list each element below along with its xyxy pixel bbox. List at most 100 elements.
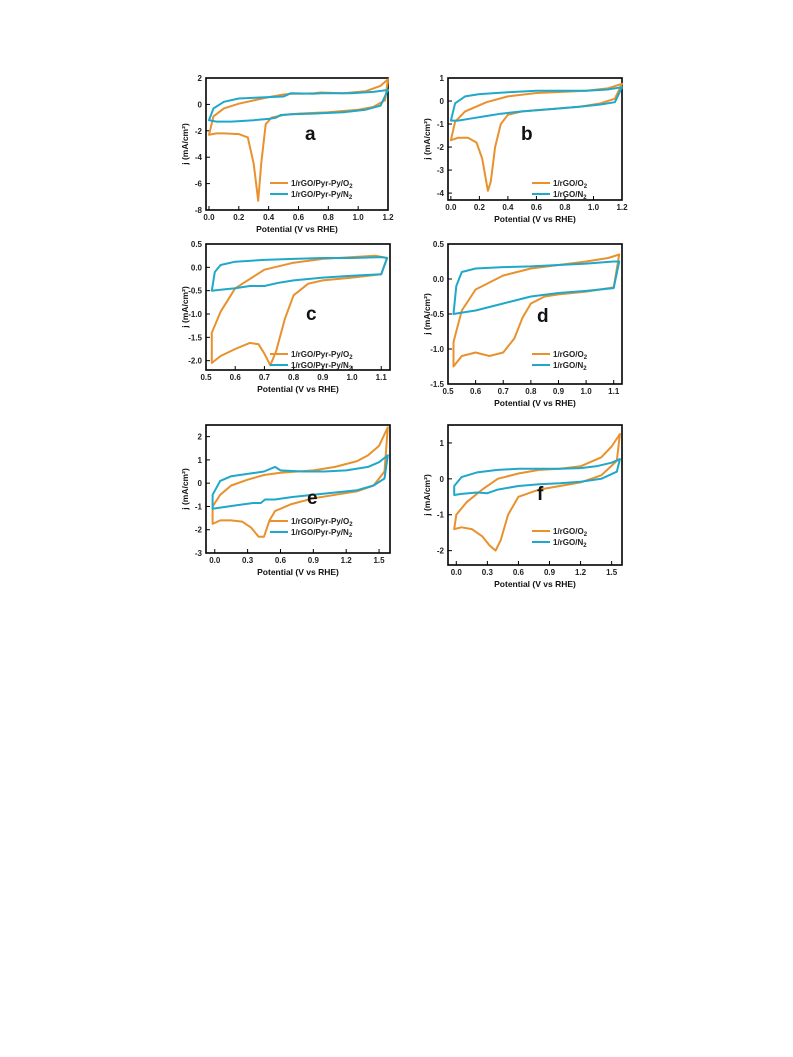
y-axis-title: j (mA/cm²)	[422, 293, 432, 336]
series-line-n2	[208, 88, 389, 123]
x-axis-title: Potential (V vs RHE)	[257, 567, 339, 577]
y-tick-label: 0.5	[433, 240, 445, 249]
x-tick-label: 0.6	[230, 373, 242, 382]
legend-label: 1/rGO/N2	[553, 361, 587, 372]
y-tick-label: -1	[437, 511, 445, 520]
panel-letter: f	[537, 484, 544, 505]
y-tick-label: 0.5	[191, 240, 203, 249]
series-line-n2	[449, 86, 623, 122]
x-tick-label: 1.2	[575, 568, 587, 577]
x-tick-label: 1.1	[608, 387, 620, 396]
y-tick-label: 1	[440, 74, 445, 83]
legend-label: 1/rGO/Pyr-Py/O2	[291, 179, 353, 190]
x-tick-label: 0.9	[553, 387, 565, 396]
y-tick-label: -1	[195, 502, 203, 511]
y-tick-label: -8	[195, 206, 203, 215]
x-axis-title: Potential (V vs RHE)	[494, 214, 576, 224]
x-tick-label: 0.5	[442, 387, 454, 396]
series-line-o2	[449, 82, 623, 192]
legend-label: 1/rGO/O2	[553, 350, 588, 361]
legend-label: 1/rGO/O2	[553, 527, 588, 538]
plot-frame	[205, 77, 389, 211]
x-tick-label: 0.3	[482, 568, 494, 577]
y-tick-label: -0.5	[188, 287, 202, 296]
chart-panel-b: 0.0 0.2 0.4 0.6 0.8 1.0 1.2 1 0 -1 -2 -3 -4 Potential…	[422, 74, 628, 224]
series-line-n2	[210, 256, 389, 292]
series-line-o2	[453, 433, 621, 552]
y-tick-label: 0	[198, 100, 203, 109]
x-tick-label: 0.4	[502, 203, 514, 212]
y-tick-label: -1.0	[188, 310, 202, 319]
x-tick-label: 1.2	[382, 213, 394, 222]
plot-frame	[205, 243, 391, 371]
panel-letter: c	[306, 304, 317, 325]
legend-label: 1/rGO/Pyr-Py/O2	[291, 517, 353, 528]
y-axis-title: j (mA/cm²)	[422, 474, 432, 517]
x-tick-label: 0.0	[451, 568, 463, 577]
y-axis-title: j (mA/cm²)	[422, 118, 432, 161]
series-line-n2	[453, 458, 621, 496]
panel-letter: e	[307, 488, 318, 509]
y-tick-label: -2	[195, 526, 203, 535]
legend-label: 1/rGO/N2	[553, 538, 587, 549]
y-tick-label: 2	[198, 433, 203, 442]
x-tick-label: 0.8	[288, 373, 300, 382]
series-line-n2	[211, 454, 389, 510]
series-line-o2	[210, 254, 389, 367]
y-tick-label: 0	[440, 97, 445, 106]
plot-frame	[205, 424, 391, 554]
y-tick-label: 1	[440, 439, 445, 448]
series-line-n2	[452, 260, 621, 315]
x-tick-label: 0.6	[470, 387, 482, 396]
y-tick-label: -3	[437, 166, 445, 175]
plot-frame	[447, 77, 623, 201]
x-tick-label: 1.0	[581, 387, 593, 396]
x-tick-label: 0.8	[323, 213, 335, 222]
chart-panel-c: 0.5 0.6 0.7 0.8 0.9 1.0 1.1 0.5 0.0 -0.5 -1.0 -1.5 -…	[180, 240, 391, 394]
legend-label: 1/rGO/Pyr-Py/N2	[291, 190, 353, 201]
x-tick-label: 0.5	[200, 373, 212, 382]
x-tick-label: 1.1	[376, 373, 388, 382]
panel-letter: a	[305, 124, 316, 145]
x-axis-title: Potential (V vs RHE)	[257, 384, 339, 394]
y-tick-label: -6	[195, 180, 203, 189]
y-tick-label: -2.0	[188, 357, 202, 366]
panel-letter: b	[521, 124, 533, 145]
y-tick-label: -1.5	[188, 333, 202, 342]
x-tick-label: 0.0	[445, 203, 457, 212]
x-tick-label: 1.5	[373, 556, 385, 565]
panel-letter: d	[537, 306, 549, 327]
y-tick-label: -2	[437, 547, 445, 556]
y-tick-label: -1.0	[430, 345, 444, 354]
chart-panel-d: 0.5 0.6 0.7 0.8 0.9 1.0 1.1 0.5 0.0 -0.5 -1.0 -1.5 P…	[422, 240, 623, 408]
y-tick-label: 1	[198, 456, 203, 465]
y-tick-label: -4	[195, 153, 203, 162]
y-tick-label: -1	[437, 120, 445, 129]
y-tick-label: -1.5	[430, 380, 444, 389]
x-axis-title: Potential (V vs RHE)	[494, 579, 576, 589]
x-tick-label: 0.9	[544, 568, 556, 577]
y-tick-label: 0	[440, 475, 445, 484]
chart-panel-e: 0.0 0.3 0.6 0.9 1.2 1.5 2 1 0 -1 -2 -3 Potential (V …	[180, 424, 391, 577]
x-tick-label: 0.6	[275, 556, 287, 565]
x-tick-label: 0.6	[513, 568, 525, 577]
x-tick-label: 0.8	[559, 203, 571, 212]
y-axis-title: j (mA/cm²)	[180, 123, 190, 166]
x-tick-label: 0.9	[308, 556, 320, 565]
y-tick-label: -4	[437, 189, 445, 198]
y-tick-label: -2	[437, 143, 445, 152]
chart-panel-f: 0.0 0.3 0.6 0.9 1.2 1.5 1 0 -1 -2 Potential (V vs …	[422, 424, 623, 589]
legend-label: 1/rGO/Pyr-Py/N2	[291, 528, 353, 539]
x-tick-label: 0.6	[531, 203, 543, 212]
x-tick-label: 1.2	[341, 556, 353, 565]
y-tick-label: -0.5	[430, 310, 444, 319]
x-tick-label: 0.2	[233, 213, 245, 222]
y-tick-label: -3	[195, 549, 203, 558]
x-tick-label: 0.7	[259, 373, 271, 382]
y-tick-label: 2	[198, 74, 203, 83]
legend-label: 1/rGO/Pyr-Py/O2	[291, 350, 353, 361]
legend-label: 1/rGO/O2	[553, 179, 588, 190]
x-tick-label: 0.3	[242, 556, 254, 565]
x-tick-label: 1.0	[353, 213, 365, 222]
